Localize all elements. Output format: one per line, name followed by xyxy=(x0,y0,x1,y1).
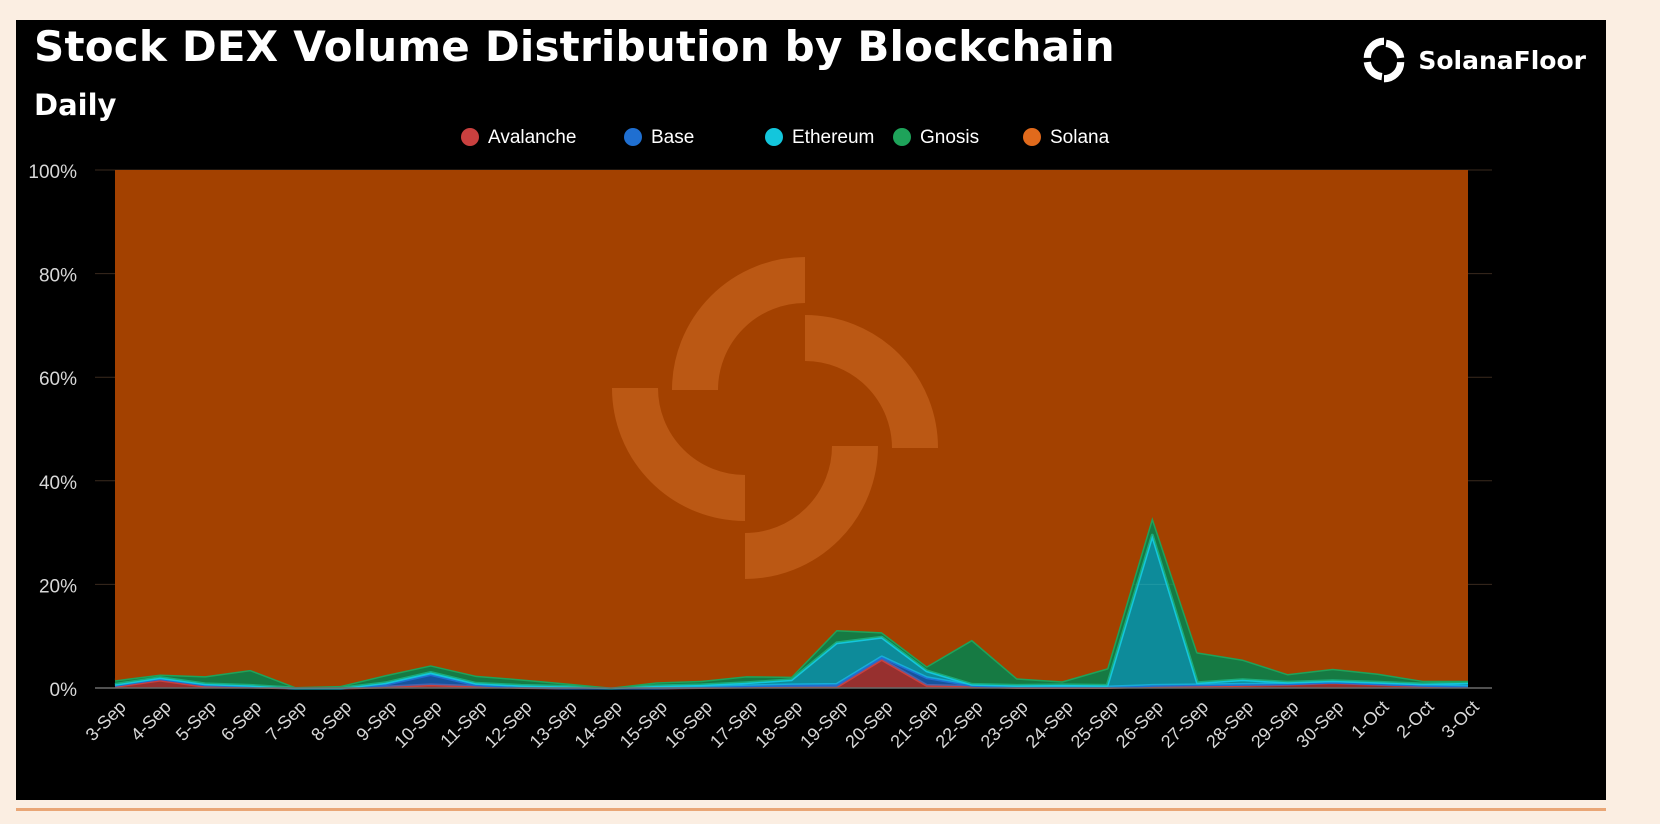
x-tick-label: 21-Sep xyxy=(886,697,941,752)
x-tick-label: 4-Sep xyxy=(127,697,175,745)
y-tick-label: 0% xyxy=(50,680,78,701)
y-tick-label: 100% xyxy=(28,162,77,183)
watermark-arc xyxy=(612,387,746,521)
legend-label: Avalanche xyxy=(488,127,576,148)
bottom-rule xyxy=(16,808,1606,811)
legend-label: Gnosis xyxy=(920,127,979,148)
legend-item-gnosis[interactable]: Gnosis xyxy=(893,127,979,148)
legend-item-base[interactable]: Base xyxy=(624,127,694,148)
x-tick-label: 3-Oct xyxy=(1438,697,1483,742)
x-tick-label: 15-Sep xyxy=(616,697,671,752)
legend-swatch xyxy=(1023,128,1041,146)
y-tick-label: 40% xyxy=(39,473,77,494)
x-tick-label: 12-Sep xyxy=(481,697,536,752)
brand-name: SolanaFloor xyxy=(1418,45,1586,75)
chart-subtitle: Daily xyxy=(34,88,117,122)
chart-title: Stock DEX Volume Distribution by Blockch… xyxy=(34,22,1115,71)
solanafloor-logo-icon xyxy=(1364,37,1405,83)
x-tick-label: 26-Sep xyxy=(1112,697,1167,752)
legend-label: Solana xyxy=(1050,127,1110,148)
x-tick-label: 20-Sep xyxy=(841,697,896,752)
x-tick-label: 2-Oct xyxy=(1392,697,1437,742)
legend-swatch xyxy=(893,128,911,146)
area-ethereum xyxy=(115,535,1468,688)
legend-item-avalanche[interactable]: Avalanche xyxy=(461,127,576,148)
x-tick-label: 6-Sep xyxy=(217,697,265,745)
x-tick-label: 30-Sep xyxy=(1292,697,1347,752)
legend-swatch xyxy=(765,128,783,146)
x-tick-label: 3-Sep xyxy=(82,697,130,745)
x-tick-label: 17-Sep xyxy=(706,697,761,752)
x-tick-label: 1-Oct xyxy=(1347,697,1392,742)
x-tick-label: 27-Sep xyxy=(1157,697,1212,752)
area-avalanche xyxy=(115,659,1468,688)
x-tick-label: 23-Sep xyxy=(977,697,1032,752)
legend-swatch xyxy=(624,128,642,146)
x-tick-label: 10-Sep xyxy=(390,697,445,752)
y-tick-label: 20% xyxy=(39,576,77,597)
x-tick-label: 19-Sep xyxy=(796,697,851,752)
x-tick-label: 5-Sep xyxy=(172,697,220,745)
legend-item-solana[interactable]: Solana xyxy=(1023,127,1110,148)
x-tick-label: 28-Sep xyxy=(1202,697,1257,752)
x-tick-label: 25-Sep xyxy=(1067,697,1122,752)
area-solana xyxy=(115,170,1468,688)
x-tick-label: 8-Sep xyxy=(307,697,355,745)
watermark-arc xyxy=(744,445,878,579)
watermark-arc xyxy=(672,257,806,391)
legend-swatch xyxy=(461,128,479,146)
legend-item-ethereum[interactable]: Ethereum xyxy=(765,127,874,148)
x-tick-label: 24-Sep xyxy=(1022,697,1077,752)
x-tick-label: 16-Sep xyxy=(661,697,716,752)
legend: Avalanche Base Ethereum Gnosis Solana xyxy=(461,127,1110,148)
stacked-areas xyxy=(114,170,1469,690)
y-tick-label: 60% xyxy=(39,369,77,390)
x-tick-label: 22-Sep xyxy=(932,697,987,752)
x-tick-label: 29-Sep xyxy=(1247,697,1302,752)
legend-label: Base xyxy=(651,127,694,148)
x-tick-label: 7-Sep xyxy=(262,697,310,745)
y-tick-label: 80% xyxy=(39,266,77,287)
legend-label: Ethereum xyxy=(792,127,874,148)
x-tick-label: 14-Sep xyxy=(571,697,626,752)
x-tick-label: 11-Sep xyxy=(436,697,490,751)
x-tick-label: 18-Sep xyxy=(751,697,806,752)
brand: SolanaFloor xyxy=(1358,34,1586,86)
x-tick-label: 13-Sep xyxy=(526,697,581,752)
solanafloor-watermark-icon xyxy=(612,257,938,579)
watermark-arc xyxy=(804,315,938,449)
